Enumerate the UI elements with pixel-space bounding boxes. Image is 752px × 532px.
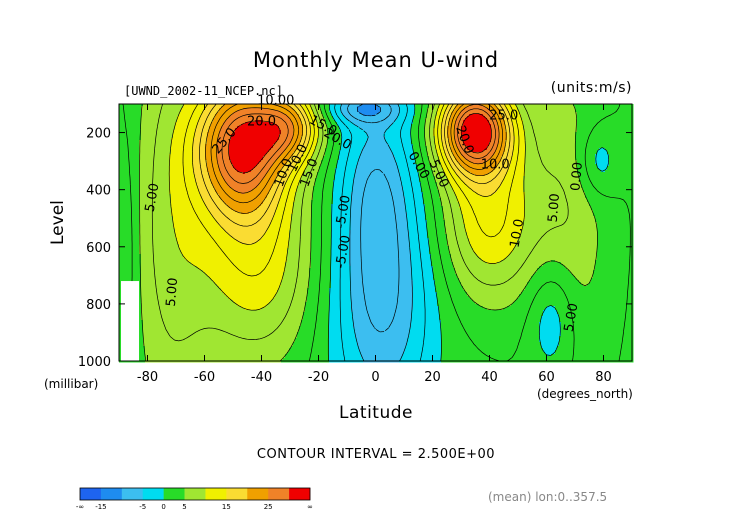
contour-fill	[119, 104, 634, 363]
